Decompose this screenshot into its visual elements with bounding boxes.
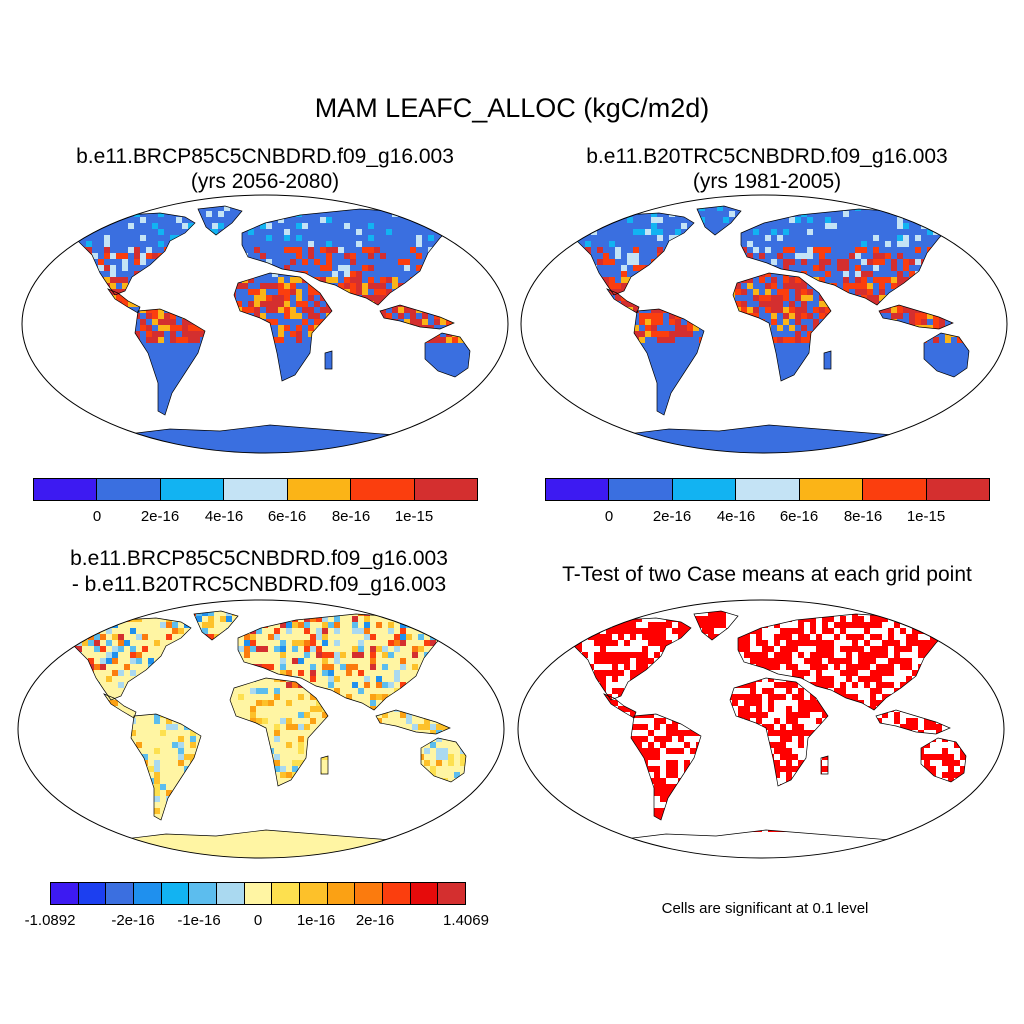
colorbar-swatch [189, 883, 218, 904]
colorbar-swatch [106, 883, 135, 904]
colorbar-tick-label: 0 [92, 508, 102, 525]
colorbar-swatch [410, 883, 439, 904]
top-right-title-line1: b.e11.B20TRC5CNBDRD.f09_g16.003 [586, 145, 948, 168]
map-top-left [21, 194, 509, 454]
colorbar-tick-label: 1e-15 [394, 508, 434, 525]
colorbar-swatch [863, 479, 927, 500]
colorbar-swatch [355, 883, 384, 904]
colorbar-swatch [272, 883, 301, 904]
colorbar-tick-label: 6e-16 [267, 508, 307, 525]
colorbar-swatch [327, 883, 356, 904]
colorbar-swatch [217, 883, 245, 904]
colorbar-swatch [51, 883, 79, 904]
colorbar-tick-label: 6e-16 [779, 508, 819, 525]
colorbar-swatch [160, 479, 225, 500]
colorbar-swatch [287, 479, 352, 500]
colorbar-tick-label: 2e-16 [140, 508, 180, 525]
colorbar-tick-label: 4e-16 [204, 508, 244, 525]
top-left-title-line1: b.e11.BRCP85C5CNBDRD.f09_g16.003 [76, 145, 454, 168]
top-right-title-line2: (yrs 1981-2005) [692, 170, 842, 193]
colorbar-tick-label: 1e-16 [296, 912, 336, 929]
colorbar-bottom-left [50, 882, 466, 905]
colorbar-swatch [799, 479, 864, 500]
colorbar-swatch [300, 883, 328, 904]
colorbar-swatch [926, 479, 989, 500]
figure-title: MAM LEAFC_ALLOC (kgC/m2d) [314, 93, 710, 123]
colorbar-tick-label: 4e-16 [716, 508, 756, 525]
colorbar-swatch [134, 883, 162, 904]
colorbar-swatch [609, 479, 673, 500]
colorbar-tick-label: 0 [604, 508, 614, 525]
colorbar-tick-label: 0 [253, 912, 263, 929]
colorbar-tick-label: 2e-16 [355, 912, 395, 929]
map-bottom-left [17, 599, 505, 859]
colorbar-swatch [78, 883, 107, 904]
colorbar-tick-label: 2e-16 [652, 508, 692, 525]
colorbar-tick-label: 1.4069 [443, 912, 489, 929]
colorbar-swatch [438, 883, 466, 904]
colorbar-swatch [414, 479, 477, 500]
colorbar-swatch [97, 479, 161, 500]
colorbar-tick-label: 8e-16 [843, 508, 883, 525]
colorbar-swatch [161, 883, 190, 904]
colorbar-tick-label: -1.0892 [24, 912, 76, 929]
bottom-right-title: T-Test of two Case means at each grid po… [562, 563, 972, 586]
top-left-title-line2: (yrs 2056-2080) [190, 170, 340, 193]
colorbar-swatch [34, 479, 98, 500]
colorbar-tick-label: 8e-16 [331, 508, 371, 525]
colorbar-tick-label: -1e-16 [177, 912, 221, 929]
colorbar-swatch [383, 883, 411, 904]
significance-note: Cells are significant at 0.1 level [661, 900, 869, 917]
bottom-left-title-line2: - b.e11.B20TRC5CNBDRD.f09_g16.003 [71, 573, 447, 596]
colorbar-swatch [672, 479, 737, 500]
map-bottom-right [517, 599, 1005, 859]
colorbar-swatch [224, 479, 288, 500]
colorbar-swatch [244, 883, 273, 904]
colorbar-top-left [33, 478, 478, 501]
colorbar-swatch [351, 479, 415, 500]
colorbar-tick-label: -2e-16 [111, 912, 155, 929]
colorbar-swatch [546, 479, 610, 500]
map-top-right [520, 194, 1008, 454]
colorbar-top-right [545, 478, 990, 501]
colorbar-tick-label: 1e-15 [906, 508, 946, 525]
bottom-left-title-line1: b.e11.BRCP85C5CNBDRD.f09_g16.003 [70, 547, 448, 570]
colorbar-swatch [736, 479, 800, 500]
